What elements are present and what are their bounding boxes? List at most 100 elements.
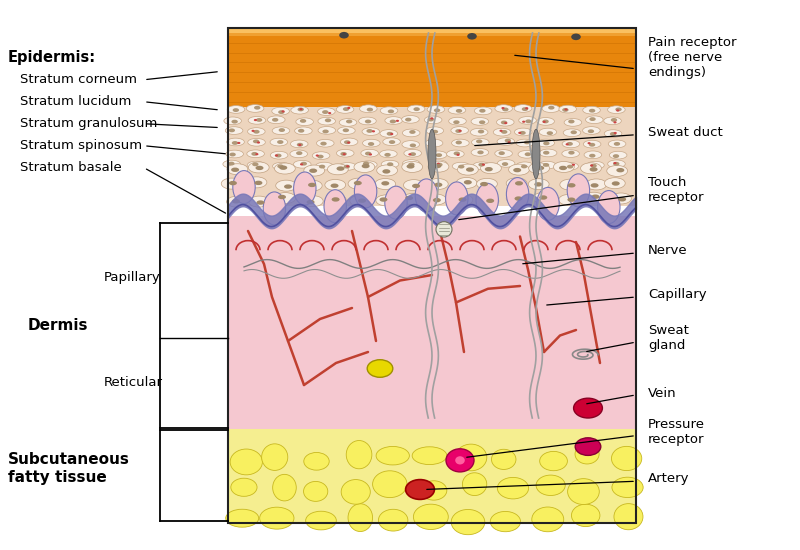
Ellipse shape	[563, 129, 581, 136]
Text: Sweat
gland: Sweat gland	[648, 324, 689, 352]
Circle shape	[467, 33, 477, 40]
Ellipse shape	[582, 126, 600, 134]
Ellipse shape	[477, 178, 498, 189]
Ellipse shape	[473, 162, 490, 169]
Ellipse shape	[598, 190, 620, 223]
Ellipse shape	[590, 183, 598, 188]
Ellipse shape	[516, 139, 534, 147]
Ellipse shape	[567, 197, 575, 202]
Ellipse shape	[274, 192, 295, 204]
Ellipse shape	[586, 179, 606, 190]
Ellipse shape	[615, 107, 622, 111]
Circle shape	[367, 360, 393, 377]
Ellipse shape	[304, 453, 330, 470]
Bar	[228, 28, 636, 107]
Ellipse shape	[227, 164, 248, 175]
Ellipse shape	[534, 182, 542, 186]
Ellipse shape	[249, 196, 270, 207]
Circle shape	[522, 120, 526, 123]
Ellipse shape	[478, 151, 484, 155]
Ellipse shape	[451, 126, 469, 134]
Text: Nerve: Nerve	[648, 244, 688, 257]
Ellipse shape	[455, 129, 462, 133]
Ellipse shape	[514, 168, 522, 172]
Ellipse shape	[402, 160, 420, 167]
Ellipse shape	[382, 138, 400, 146]
Ellipse shape	[412, 184, 420, 188]
Ellipse shape	[278, 110, 285, 114]
Circle shape	[614, 162, 617, 164]
Ellipse shape	[402, 194, 422, 205]
Ellipse shape	[320, 142, 326, 146]
Circle shape	[437, 163, 440, 165]
Ellipse shape	[272, 127, 290, 135]
Ellipse shape	[224, 117, 242, 125]
Ellipse shape	[590, 117, 596, 121]
Ellipse shape	[337, 167, 345, 171]
Ellipse shape	[421, 481, 447, 500]
Ellipse shape	[346, 119, 352, 123]
Ellipse shape	[315, 162, 333, 170]
Circle shape	[575, 438, 601, 455]
Ellipse shape	[451, 509, 485, 535]
Ellipse shape	[229, 129, 235, 133]
Ellipse shape	[522, 107, 528, 111]
Ellipse shape	[430, 151, 447, 159]
Ellipse shape	[525, 152, 531, 156]
Ellipse shape	[296, 118, 314, 125]
Ellipse shape	[481, 163, 502, 174]
Ellipse shape	[567, 174, 590, 207]
Circle shape	[504, 122, 507, 124]
Ellipse shape	[586, 116, 603, 124]
Bar	[228, 107, 636, 206]
Ellipse shape	[486, 199, 494, 203]
Ellipse shape	[226, 196, 247, 207]
Circle shape	[299, 108, 302, 111]
Ellipse shape	[562, 108, 569, 112]
Circle shape	[257, 141, 260, 144]
Ellipse shape	[424, 116, 442, 124]
Ellipse shape	[390, 119, 396, 123]
Ellipse shape	[375, 179, 396, 190]
Ellipse shape	[358, 117, 376, 125]
Ellipse shape	[533, 192, 554, 204]
Ellipse shape	[414, 504, 448, 530]
Ellipse shape	[514, 128, 532, 136]
Ellipse shape	[506, 178, 529, 211]
Ellipse shape	[506, 192, 527, 204]
Ellipse shape	[616, 168, 624, 172]
Ellipse shape	[582, 106, 600, 114]
Text: Reticular: Reticular	[104, 376, 163, 389]
Ellipse shape	[604, 117, 622, 125]
Ellipse shape	[471, 118, 489, 125]
Ellipse shape	[387, 162, 394, 166]
Ellipse shape	[458, 197, 466, 202]
Ellipse shape	[562, 140, 580, 148]
Ellipse shape	[590, 164, 597, 168]
Ellipse shape	[231, 120, 238, 124]
Ellipse shape	[338, 126, 355, 134]
Ellipse shape	[614, 504, 643, 530]
Ellipse shape	[343, 107, 350, 111]
Ellipse shape	[455, 141, 462, 145]
Ellipse shape	[298, 129, 304, 133]
Ellipse shape	[478, 196, 499, 207]
Ellipse shape	[501, 130, 507, 134]
Ellipse shape	[543, 151, 550, 155]
Ellipse shape	[359, 161, 377, 168]
Ellipse shape	[612, 182, 620, 186]
Circle shape	[482, 163, 485, 166]
Ellipse shape	[267, 116, 285, 124]
Ellipse shape	[362, 164, 370, 168]
Ellipse shape	[537, 118, 554, 125]
Ellipse shape	[410, 152, 416, 156]
Ellipse shape	[223, 160, 241, 168]
Circle shape	[298, 144, 302, 146]
Text: Pressure
receptor: Pressure receptor	[648, 418, 705, 446]
Ellipse shape	[341, 480, 370, 504]
Ellipse shape	[558, 194, 579, 205]
Ellipse shape	[570, 130, 577, 134]
Ellipse shape	[306, 200, 314, 204]
Circle shape	[457, 153, 460, 156]
Ellipse shape	[404, 150, 422, 157]
